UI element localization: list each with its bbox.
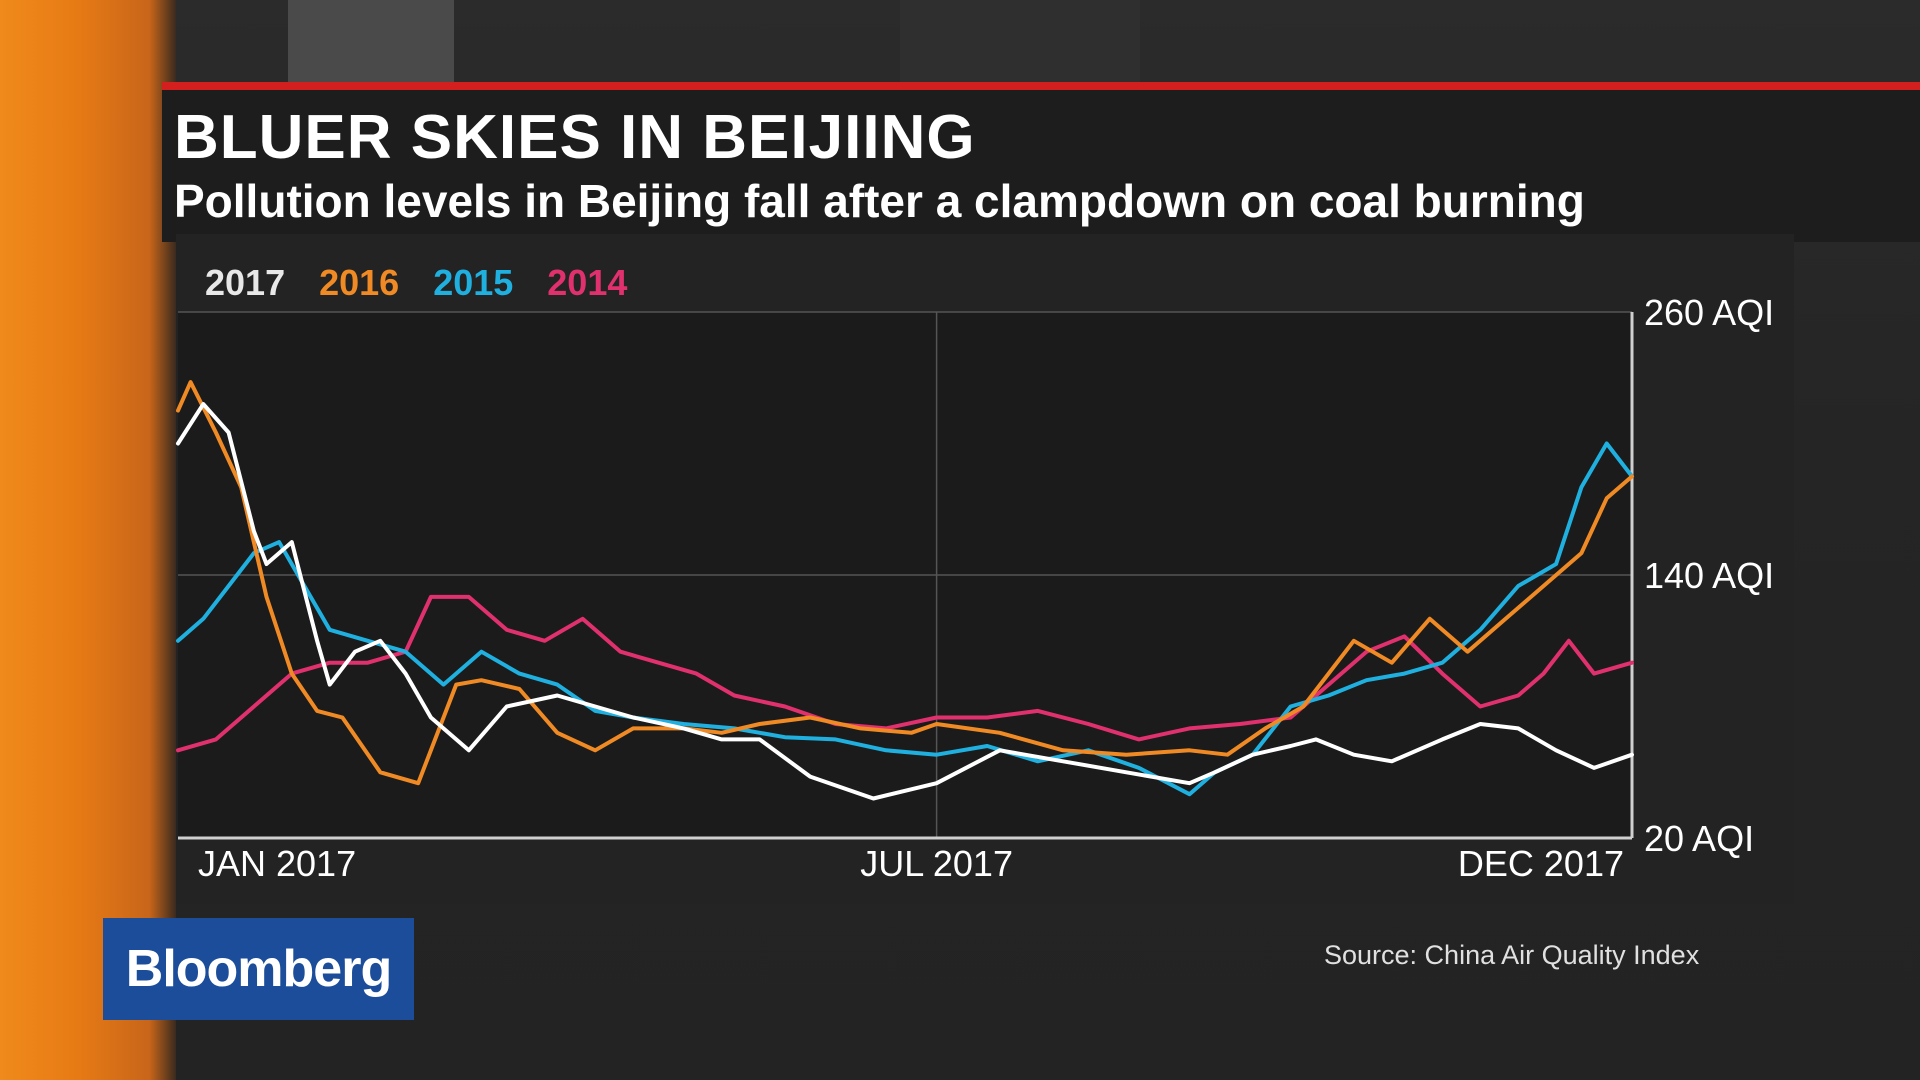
x-tick-label-2: DEC 2017 bbox=[1458, 843, 1624, 884]
title-panel: BLUER SKIES IN BEIJIING Pollution levels… bbox=[162, 82, 1920, 242]
chart-title: BLUER SKIES IN BEIJIING bbox=[174, 103, 976, 172]
background-light bbox=[288, 0, 454, 82]
background-light-2 bbox=[900, 0, 1140, 82]
chart-subtitle: Pollution levels in Beijing fall after a… bbox=[174, 175, 1585, 227]
y-tick-label-0: 20 AQI bbox=[1644, 818, 1754, 859]
series-line-2017 bbox=[176, 402, 1634, 801]
source-note: Source: China Air Quality Index bbox=[1324, 940, 1700, 970]
background-orange-wall bbox=[0, 0, 176, 1080]
chart-legend: 2017 2016 2015 2014 bbox=[205, 262, 627, 306]
series-line-2016 bbox=[176, 380, 1634, 786]
y-tick-label-1: 140 AQI bbox=[1644, 555, 1774, 596]
legend-item-2014: 2014 bbox=[547, 262, 628, 303]
legend-item-2015: 2015 bbox=[433, 262, 514, 303]
series-line-2015 bbox=[176, 441, 1634, 797]
y-tick-label-2: 260 AQI bbox=[1644, 292, 1774, 333]
bloomberg-logo: Bloomberg bbox=[103, 918, 414, 1020]
x-tick-label-1: JUL 2017 bbox=[860, 843, 1013, 884]
legend-item-2017: 2017 bbox=[205, 262, 286, 303]
legend-item-2016: 2016 bbox=[319, 262, 400, 303]
x-tick-label-0: JAN 2017 bbox=[198, 843, 356, 884]
